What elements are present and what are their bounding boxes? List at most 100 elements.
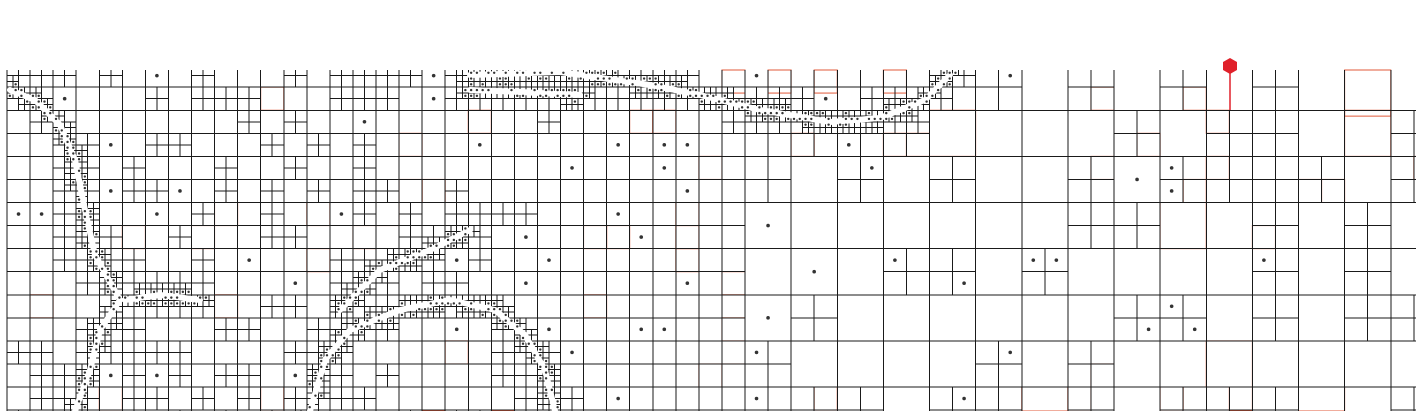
- cell-dot: [193, 302, 196, 305]
- cell-dot: [754, 73, 759, 78]
- cell-dot: [141, 302, 144, 305]
- cell-dot: [181, 290, 185, 294]
- red-hexagon-marker-icon: [1223, 58, 1237, 74]
- cell-dot: [89, 215, 92, 219]
- cell-dot: [539, 71, 542, 74]
- cell-dot: [77, 400, 81, 403]
- cell-dot: [487, 88, 490, 92]
- cell-dot: [418, 307, 421, 311]
- cell-dot: [775, 117, 778, 121]
- cell-dot: [100, 250, 104, 253]
- cell-dot: [343, 296, 346, 299]
- cell-dot: [95, 256, 98, 259]
- cell-dot: [504, 325, 507, 328]
- cell-dot: [573, 88, 577, 92]
- cell-dot: [77, 209, 81, 213]
- cell-dot: [706, 94, 709, 98]
- cell-dot: [856, 117, 859, 121]
- cell-dot: [729, 100, 732, 103]
- cell-dot: [354, 302, 358, 305]
- cell-dot: [366, 290, 369, 294]
- cell-dot: [591, 71, 594, 74]
- cell-dot: [452, 302, 456, 305]
- cell-dot: [754, 396, 759, 401]
- cell-dot: [100, 256, 104, 259]
- cell-dot: [54, 117, 58, 121]
- cell-dot: [654, 83, 657, 86]
- cell-dot: [77, 377, 81, 380]
- cell-dot: [418, 256, 421, 259]
- cell-dot: [31, 94, 35, 98]
- cell-dot: [1008, 350, 1013, 355]
- cell-dot: [469, 71, 473, 74]
- cell-dot: [810, 123, 813, 126]
- cell-dot: [608, 77, 611, 80]
- cell-dot: [908, 111, 911, 115]
- cell-dot: [544, 377, 548, 380]
- cell-dot: [39, 212, 44, 216]
- cell-dot: [66, 146, 69, 149]
- cell-dot: [429, 302, 432, 305]
- cell-dot: [452, 233, 456, 236]
- cell-dot: [37, 106, 40, 109]
- cell-dot: [389, 261, 392, 265]
- cell-dot: [804, 123, 807, 126]
- cell-dot: [354, 296, 358, 299]
- cell-dot: [908, 100, 911, 103]
- cell-dot: [544, 394, 548, 397]
- cell-dot: [885, 117, 888, 121]
- cell-dot: [325, 365, 329, 369]
- cell-dot: [781, 106, 784, 109]
- cell-dot: [846, 143, 851, 147]
- cell-dot: [527, 342, 530, 345]
- cell-dot: [648, 77, 652, 80]
- cell-dot: [893, 258, 897, 262]
- cell-dot: [812, 269, 816, 274]
- cell-dot: [562, 88, 565, 92]
- cell-dot: [498, 83, 502, 86]
- cell-dot: [510, 319, 513, 322]
- cell-dot: [89, 348, 92, 351]
- cell-dot: [481, 88, 484, 92]
- cell-dot: [498, 307, 502, 311]
- cell-dot: [429, 296, 432, 299]
- cell-dot: [700, 94, 703, 98]
- cell-dot: [925, 94, 928, 98]
- cell-dot: [83, 244, 87, 247]
- cell-dot: [89, 382, 92, 386]
- cell-dot: [942, 83, 946, 86]
- cell-dot: [962, 396, 966, 401]
- cell-dot: [787, 106, 790, 109]
- cell-dot: [83, 186, 87, 190]
- cell-dot: [89, 250, 92, 253]
- cell-dot: [547, 327, 551, 332]
- cell-dot: [521, 94, 525, 98]
- cell-dot: [775, 106, 778, 109]
- cell-dot: [539, 348, 542, 351]
- cell-dot: [539, 377, 542, 380]
- cell-dot: [602, 83, 605, 86]
- cell-dot: [792, 117, 796, 121]
- cell-dot: [570, 350, 574, 355]
- cell-dot: [769, 117, 773, 121]
- cell-dot: [337, 307, 340, 311]
- cell-dot: [752, 100, 755, 103]
- cell-dot: [112, 284, 115, 288]
- cell-dot: [362, 119, 367, 124]
- cell-dot: [527, 77, 530, 80]
- cell-dot: [175, 290, 179, 294]
- cell-dot: [8, 94, 12, 98]
- cell-dot: [902, 100, 905, 103]
- cell-dot: [106, 331, 110, 334]
- cell-dot: [343, 302, 346, 305]
- cell-dot: [452, 238, 456, 242]
- cell-dot: [60, 140, 63, 144]
- cell-dot: [948, 71, 951, 74]
- cell-dot: [556, 94, 559, 98]
- cell-dot: [746, 106, 750, 109]
- cell-dot: [469, 77, 473, 80]
- cell-dot: [170, 290, 173, 294]
- cell-dot: [948, 77, 951, 80]
- cell-dot: [616, 396, 620, 401]
- cell-dot: [1192, 327, 1197, 332]
